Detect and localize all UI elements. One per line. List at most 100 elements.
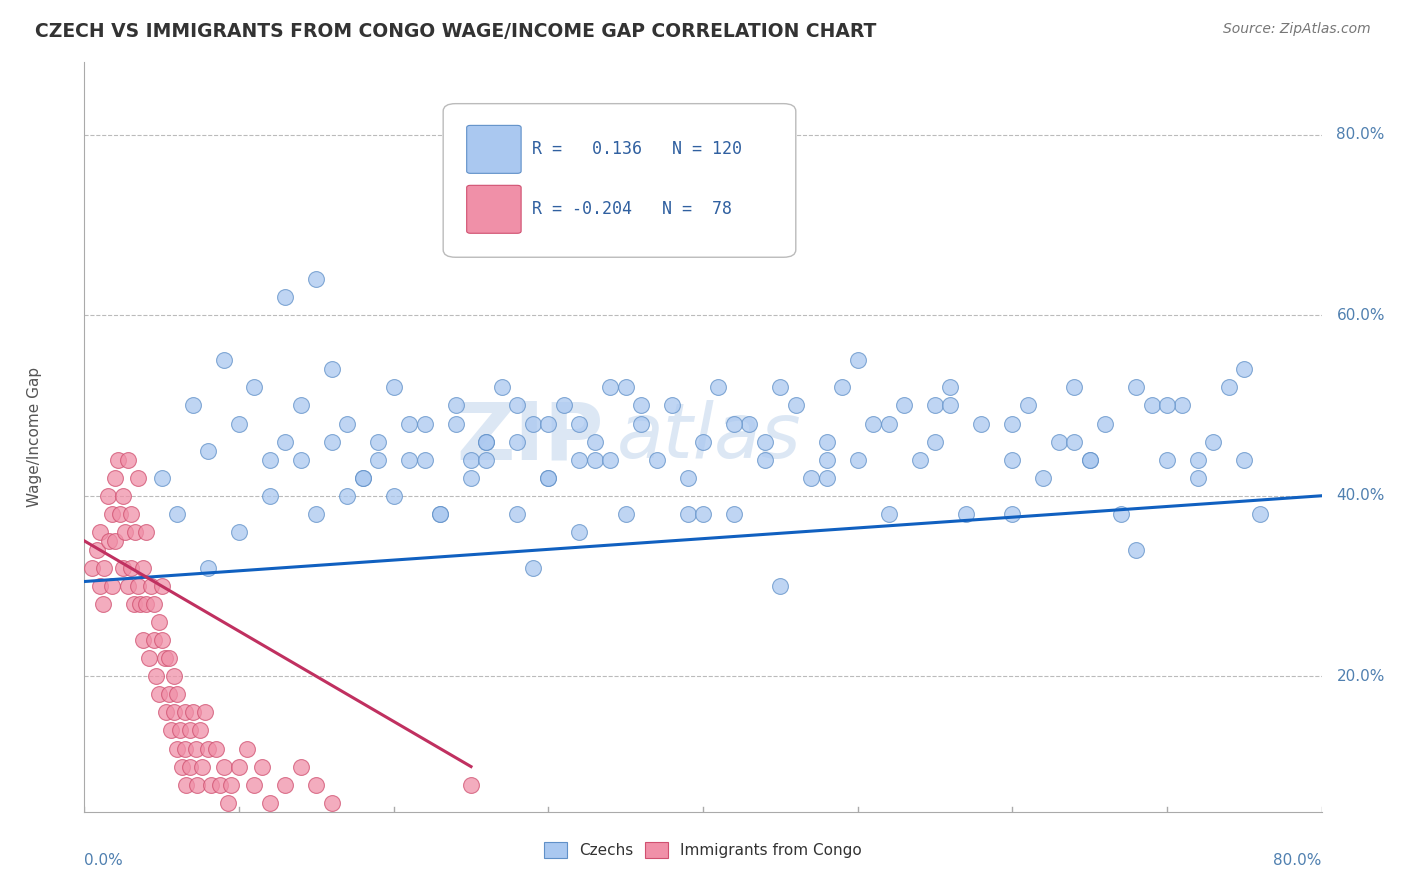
Point xyxy=(259,489,281,503)
Point xyxy=(197,443,219,458)
Text: 40.0%: 40.0% xyxy=(1337,488,1385,503)
Point xyxy=(197,561,219,575)
FancyBboxPatch shape xyxy=(443,103,796,257)
Point xyxy=(138,651,160,665)
Point xyxy=(243,380,266,394)
Point xyxy=(707,380,730,394)
Point xyxy=(274,290,297,304)
Point xyxy=(166,687,188,701)
Point xyxy=(924,399,946,413)
Point xyxy=(398,417,420,431)
Point xyxy=(599,380,621,394)
Point xyxy=(117,452,139,467)
Point xyxy=(305,507,328,521)
Point xyxy=(1047,434,1070,449)
Point xyxy=(336,489,359,503)
Point xyxy=(444,399,467,413)
Point xyxy=(124,524,146,539)
Point xyxy=(1078,452,1101,467)
Point xyxy=(209,778,232,792)
Point xyxy=(553,399,575,413)
Point xyxy=(89,524,111,539)
Point xyxy=(181,706,204,720)
Point xyxy=(460,452,482,467)
Point xyxy=(769,380,792,394)
Point xyxy=(112,489,135,503)
Point xyxy=(163,669,186,683)
Text: ZIP: ZIP xyxy=(457,398,605,476)
Point xyxy=(460,778,482,792)
Point xyxy=(506,434,529,449)
Point xyxy=(583,434,606,449)
Point xyxy=(143,597,166,611)
Point xyxy=(89,579,111,593)
Point xyxy=(174,706,197,720)
Point xyxy=(228,417,250,431)
Point xyxy=(250,759,273,773)
Point xyxy=(155,706,177,720)
Point xyxy=(955,507,977,521)
Point xyxy=(692,434,714,449)
Point xyxy=(676,471,699,485)
Point xyxy=(382,489,405,503)
Point xyxy=(217,796,239,810)
Point xyxy=(150,579,173,593)
Point xyxy=(108,507,131,521)
Point xyxy=(1032,471,1054,485)
Point xyxy=(661,399,683,413)
Point xyxy=(475,434,498,449)
Point xyxy=(150,471,173,485)
Point xyxy=(259,452,281,467)
Point xyxy=(132,633,155,648)
Point xyxy=(676,507,699,521)
Point xyxy=(475,434,498,449)
Point xyxy=(568,417,591,431)
Point xyxy=(877,507,900,521)
Point xyxy=(159,687,180,701)
Point xyxy=(1001,452,1024,467)
Text: R =   0.136   N = 120: R = 0.136 N = 120 xyxy=(533,140,742,159)
Point xyxy=(120,507,142,521)
Point xyxy=(1001,417,1024,431)
Point xyxy=(169,723,191,738)
Point xyxy=(135,597,157,611)
Point xyxy=(815,434,838,449)
Point xyxy=(305,778,328,792)
Point xyxy=(205,741,228,756)
Point xyxy=(153,651,176,665)
Point xyxy=(179,723,201,738)
Text: R = -0.204   N =  78: R = -0.204 N = 78 xyxy=(533,201,733,219)
Point xyxy=(181,399,204,413)
Point xyxy=(86,543,108,558)
Point xyxy=(139,579,162,593)
Point xyxy=(583,452,606,467)
Point xyxy=(367,434,389,449)
Point xyxy=(1109,507,1132,521)
Point xyxy=(537,471,560,485)
Point xyxy=(1156,399,1178,413)
Point xyxy=(101,579,124,593)
Point xyxy=(692,507,714,521)
Point xyxy=(429,507,451,521)
Point xyxy=(104,471,127,485)
Point xyxy=(491,380,513,394)
Point xyxy=(800,471,823,485)
Point xyxy=(661,235,683,250)
Point xyxy=(259,796,281,810)
Point xyxy=(1233,362,1256,376)
Point xyxy=(1171,399,1194,413)
Point xyxy=(846,353,869,368)
Point xyxy=(475,452,498,467)
Point xyxy=(179,759,201,773)
Point xyxy=(274,778,297,792)
Point xyxy=(398,452,420,467)
Point xyxy=(970,417,993,431)
Point xyxy=(382,380,405,394)
Point xyxy=(738,417,761,431)
Point xyxy=(846,452,869,467)
Text: 0.0%: 0.0% xyxy=(84,853,124,868)
Text: atlas: atlas xyxy=(616,401,801,474)
Point xyxy=(290,759,312,773)
Point xyxy=(228,759,250,773)
Point xyxy=(1001,507,1024,521)
